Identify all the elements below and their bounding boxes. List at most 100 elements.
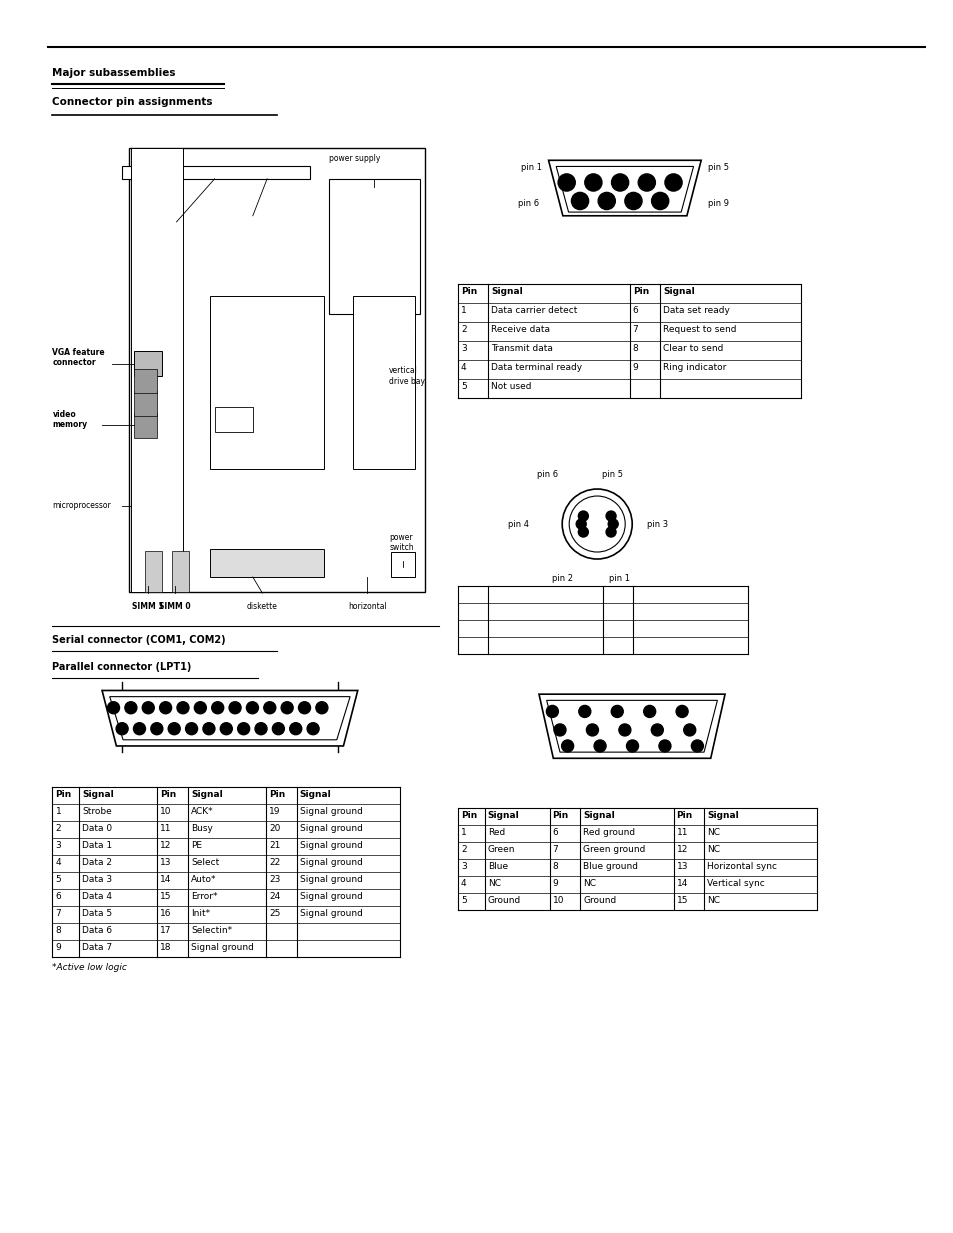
Text: 13: 13 [676, 862, 687, 870]
Circle shape [594, 740, 605, 752]
Text: pin 3: pin 3 [646, 519, 668, 529]
Text: Signal: Signal [662, 286, 694, 296]
Text: NC: NC [706, 845, 720, 853]
Bar [145, 551, 162, 592]
Text: Not used: Not used [491, 381, 532, 391]
Text: pin 5: pin 5 [601, 470, 622, 480]
Text: 9: 9 [632, 363, 638, 371]
Circle shape [237, 723, 250, 735]
Text: 7: 7 [552, 845, 558, 853]
Text: Data 1: Data 1 [82, 841, 112, 850]
Bar [210, 549, 324, 577]
Text: 8: 8 [552, 862, 558, 870]
Text: 2: 2 [460, 845, 466, 853]
Text: 20: 20 [269, 824, 280, 832]
Text: Pin: Pin [269, 789, 285, 799]
Text: 9: 9 [552, 879, 558, 888]
Text: Signal ground: Signal ground [299, 806, 362, 816]
Text: 21: 21 [269, 841, 280, 850]
Text: 8: 8 [632, 344, 638, 353]
Bar [329, 179, 419, 314]
Text: NC: NC [706, 827, 720, 837]
Text: Data 5: Data 5 [82, 909, 112, 917]
Text: *Active low logic: *Active low logic [52, 963, 127, 972]
Text: 11: 11 [160, 824, 172, 832]
Text: Red: Red [487, 827, 504, 837]
Text: 10: 10 [160, 806, 172, 816]
Circle shape [611, 174, 628, 191]
Text: Data 4: Data 4 [82, 891, 112, 900]
Text: 5: 5 [55, 874, 61, 884]
Circle shape [554, 724, 565, 736]
Text: Strobe: Strobe [82, 806, 112, 816]
Circle shape [561, 740, 573, 752]
Text: 7: 7 [632, 324, 638, 334]
Text: ACK*: ACK* [191, 806, 213, 816]
Text: 4: 4 [55, 858, 61, 867]
Text: 14: 14 [676, 879, 687, 888]
Text: Pin: Pin [55, 789, 71, 799]
Circle shape [254, 723, 267, 735]
Text: 25: 25 [269, 909, 280, 917]
Text: Data 3: Data 3 [82, 874, 112, 884]
Circle shape [273, 723, 284, 735]
Text: Data carrier detect: Data carrier detect [491, 306, 578, 314]
Text: 7: 7 [55, 909, 61, 917]
Text: pin 1: pin 1 [520, 163, 541, 173]
Circle shape [605, 510, 616, 522]
Circle shape [177, 702, 189, 714]
Bar [214, 407, 253, 432]
Text: SIMM 0: SIMM 0 [158, 602, 191, 610]
Text: Major subassemblies: Major subassemblies [52, 68, 175, 78]
Text: 23: 23 [269, 874, 280, 884]
Text: Signal ground: Signal ground [191, 943, 253, 952]
Text: Signal: Signal [487, 810, 518, 820]
Text: Busy: Busy [191, 824, 213, 832]
Circle shape [264, 702, 275, 714]
Text: Pin: Pin [460, 810, 476, 820]
Text: 9: 9 [55, 943, 61, 952]
Circle shape [638, 174, 655, 191]
Text: Signal: Signal [82, 789, 113, 799]
Text: Red ground: Red ground [582, 827, 635, 837]
Text: Ground: Ground [582, 895, 616, 905]
Polygon shape [538, 694, 724, 758]
Circle shape [212, 702, 223, 714]
Circle shape [608, 519, 618, 529]
Text: 11: 11 [676, 827, 687, 837]
Circle shape [578, 510, 588, 522]
Bar [353, 296, 415, 469]
Text: vertical
drive bay: vertical drive bay [389, 366, 425, 386]
Text: 14: 14 [160, 874, 172, 884]
Bar [122, 166, 310, 179]
Text: 18: 18 [160, 943, 172, 952]
Circle shape [571, 192, 588, 210]
Text: 2: 2 [460, 324, 466, 334]
Circle shape [315, 702, 328, 714]
Circle shape [194, 702, 206, 714]
Text: Transmit data: Transmit data [491, 344, 553, 353]
Text: 1: 1 [460, 306, 466, 314]
Circle shape [220, 723, 232, 735]
Text: Ground: Ground [487, 895, 520, 905]
Text: Signal: Signal [582, 810, 614, 820]
Text: Data terminal ready: Data terminal ready [491, 363, 582, 371]
Circle shape [683, 724, 695, 736]
Text: Data 7: Data 7 [82, 943, 112, 952]
Text: Data 6: Data 6 [82, 926, 112, 935]
Text: SIMM 1: SIMM 1 [132, 602, 164, 610]
Bar [133, 413, 157, 438]
Text: 6: 6 [55, 891, 61, 900]
Text: Signal: Signal [191, 789, 222, 799]
Text: 4: 4 [460, 879, 466, 888]
Text: Init*: Init* [191, 909, 210, 917]
Circle shape [558, 174, 575, 191]
Text: 1: 1 [460, 827, 466, 837]
Circle shape [664, 174, 681, 191]
Text: 24: 24 [269, 891, 280, 900]
Text: 5: 5 [460, 895, 466, 905]
Text: 6: 6 [632, 306, 638, 314]
Circle shape [298, 702, 310, 714]
Text: pin 6: pin 6 [537, 470, 558, 480]
Bar [131, 148, 183, 592]
